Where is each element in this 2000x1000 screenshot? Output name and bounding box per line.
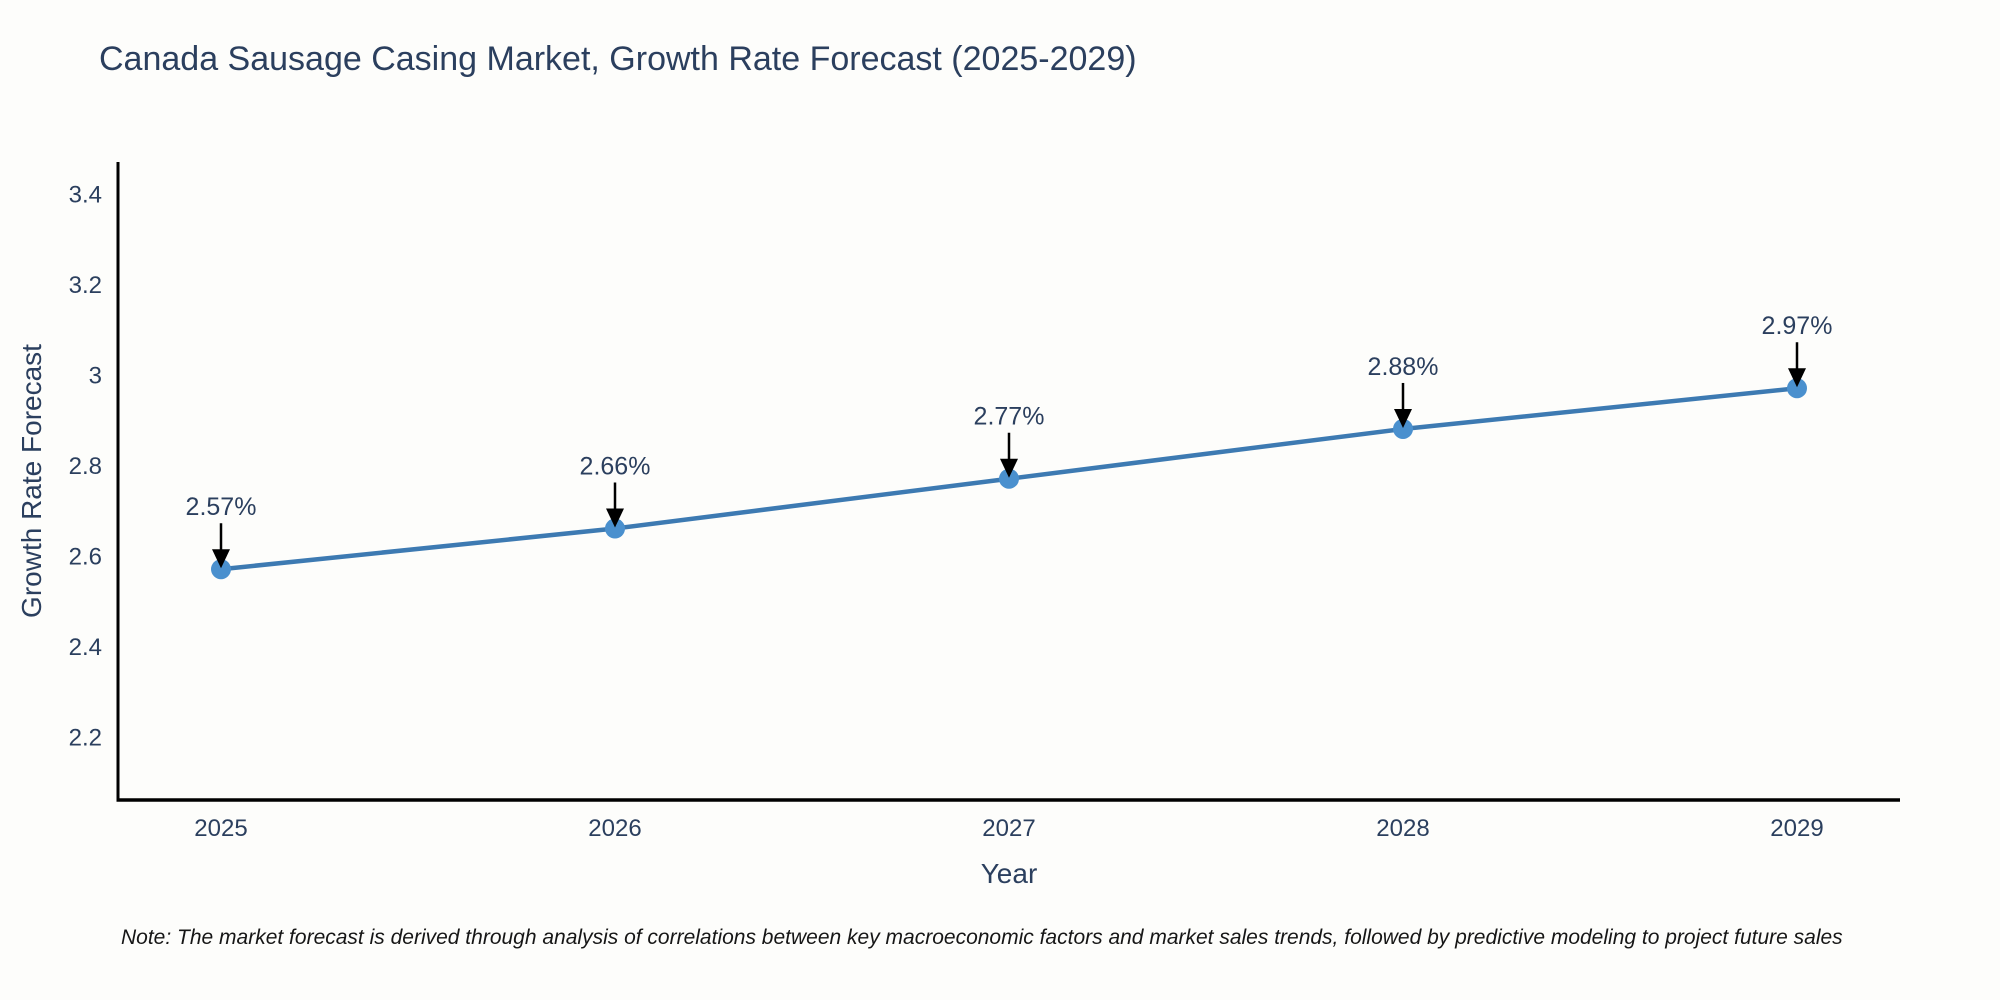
annotation-arrow-head [1000,458,1018,478]
annotation-label: 2.97% [1762,312,1833,340]
x-tick-label: 2026 [588,815,641,842]
y-tick-label: 2.2 [69,725,102,752]
chart-title: Canada Sausage Casing Market, Growth Rat… [99,40,1137,78]
x-tick-label: 2027 [982,815,1035,842]
data-point-marker [999,468,1019,489]
annotation-arrow-head [606,508,624,528]
footnote: Note: The market forecast is derived thr… [121,926,1843,949]
annotation-arrow-head [1394,408,1412,428]
annotation-label: 2.88% [1368,353,1439,381]
annotation-label: 2.66% [580,453,651,481]
data-point-marker [1787,378,1807,399]
data-point-marker [1393,418,1413,439]
y-tick-label: 2.8 [69,453,102,480]
y-tick-label: 3 [89,363,102,390]
y-tick-label: 2.6 [69,544,102,571]
data-point-marker [605,518,625,539]
y-tick-label: 3.2 [69,272,102,299]
data-point-marker [211,559,231,580]
x-axis-title: Year [980,858,1038,889]
x-tick-label: 2029 [1770,815,1823,842]
y-tick-label: 3.4 [69,182,102,209]
x-tick-label: 2028 [1376,815,1429,842]
y-tick-label: 2.4 [69,634,102,661]
x-tick-label: 2025 [194,815,247,842]
annotation-arrow-head [1788,368,1806,388]
annotation-label: 2.77% [974,403,1045,431]
annotation-arrow-head [212,549,230,569]
annotation-label: 2.57% [186,493,257,521]
